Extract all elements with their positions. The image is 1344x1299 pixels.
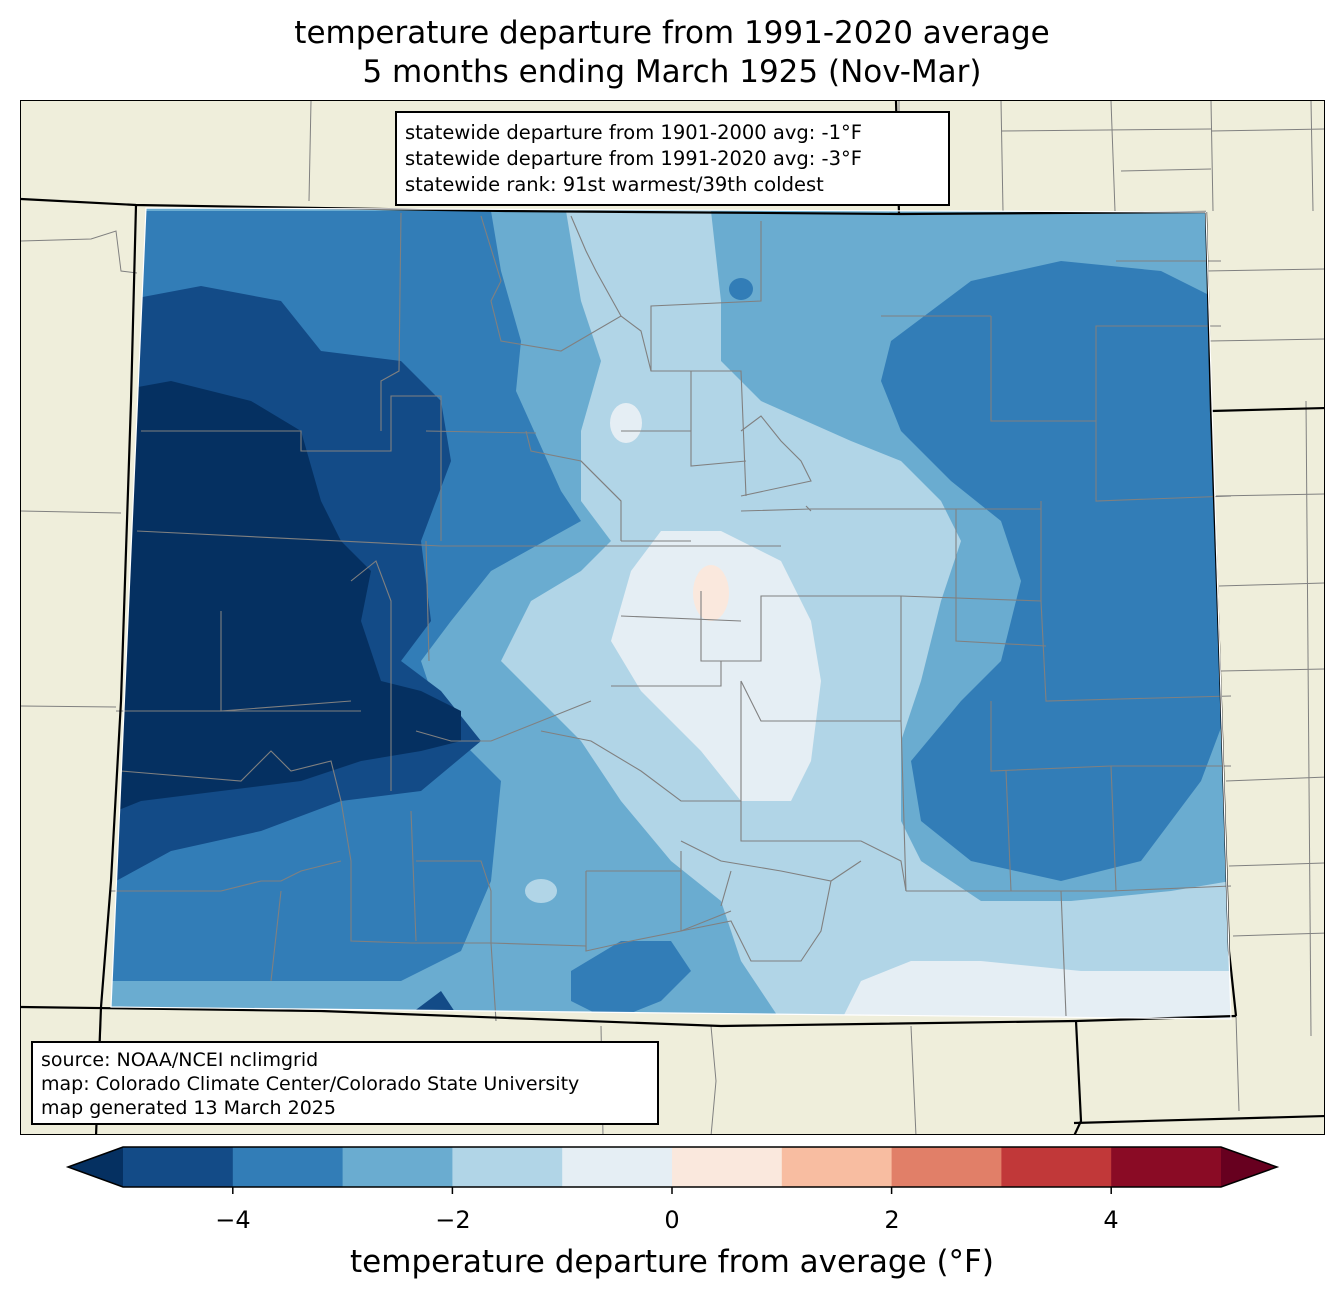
- stats-departure-1991-2020: statewide departure from 1991-2020 avg: …: [405, 147, 862, 170]
- map-title-line-1: temperature departure from 1991-2020 ave…: [294, 15, 1050, 51]
- colorbar-tick-label-4: 4: [1103, 1206, 1119, 1234]
- colorbar-extend-low: [68, 1147, 123, 1187]
- map-credit-line: map: Colorado Climate Center/Colorado St…: [41, 1073, 580, 1095]
- colorbar-tick-label-0: 0: [664, 1206, 680, 1234]
- source-box: source: NOAA/NCEI nclimgrid map: Colorad…: [31, 1041, 659, 1125]
- colorbar-bin: [672, 1147, 783, 1187]
- colorbar-tick-label-2: 2: [884, 1206, 900, 1234]
- colorbar-bin: [562, 1147, 673, 1187]
- colorado-map: [21, 101, 1324, 1134]
- stats-rank: statewide rank: 91st warmest/39th coldes…: [405, 173, 824, 196]
- statewide-stats-box: statewide departure from 1901-2000 avg: …: [395, 111, 950, 206]
- map-generated-line: map generated 13 March 2025: [41, 1097, 336, 1119]
- colorbar-bin: [781, 1147, 893, 1187]
- source-line: source: NOAA/NCEI nclimgrid: [41, 1049, 319, 1071]
- colorbar-bin: [123, 1147, 234, 1187]
- colorbar: [65, 1146, 1280, 1194]
- county-lines: [111, 212, 1232, 1022]
- colorbar-label: temperature departure from average (°F): [350, 1244, 994, 1280]
- colorbar-bin: [232, 1147, 344, 1187]
- colorado-outline: [110, 207, 1232, 1020]
- colorbar-bin: [1001, 1147, 1112, 1187]
- map-title-line-2: 5 months ending March 1925 (Nov-Mar): [362, 54, 982, 90]
- colorbar-ticks: [232, 1187, 1112, 1194]
- colorbar-bin: [452, 1147, 563, 1187]
- colorbar-extend-high: [1221, 1147, 1277, 1187]
- colorbar-outline: [65, 1146, 1280, 1188]
- colorbar-bin: [891, 1147, 1002, 1187]
- colorbar-bins: [65, 1146, 1280, 1188]
- colorbar-bin: [1111, 1147, 1222, 1187]
- stats-departure-1901-2000: statewide departure from 1901-2000 avg: …: [405, 121, 862, 144]
- colorbar-tick-label-minus4: −4: [215, 1206, 251, 1234]
- colorbar-bin: [342, 1147, 453, 1187]
- colorbar-tick-label-minus2: −2: [435, 1206, 471, 1234]
- map-frame: [20, 100, 1325, 1135]
- temperature-departure-field: [111, 208, 1231, 1019]
